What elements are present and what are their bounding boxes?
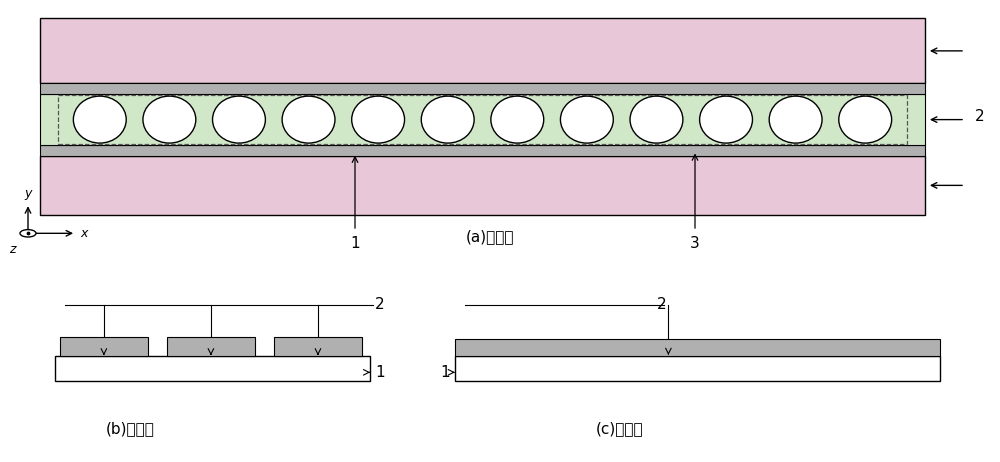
Bar xyxy=(40,83,925,94)
Text: z: z xyxy=(10,243,16,255)
Text: 1: 1 xyxy=(440,365,450,380)
Text: 2: 2 xyxy=(975,109,985,124)
Bar xyxy=(274,337,362,356)
Ellipse shape xyxy=(700,96,752,143)
Bar xyxy=(40,18,925,83)
Bar xyxy=(455,339,940,356)
Text: 2: 2 xyxy=(375,298,385,312)
Ellipse shape xyxy=(769,96,822,143)
Ellipse shape xyxy=(352,96,405,143)
Bar xyxy=(40,145,925,156)
Bar xyxy=(55,356,370,381)
Bar xyxy=(60,337,148,356)
Text: (a)俯视图: (a)俯视图 xyxy=(466,229,514,243)
Ellipse shape xyxy=(839,96,892,143)
Ellipse shape xyxy=(421,96,474,143)
Bar xyxy=(455,356,940,381)
Text: 2: 2 xyxy=(657,298,666,312)
Ellipse shape xyxy=(491,96,544,143)
Text: (b)左视图: (b)左视图 xyxy=(106,422,154,437)
Circle shape xyxy=(20,230,36,237)
Bar xyxy=(58,96,907,144)
Bar xyxy=(40,94,925,145)
Text: x: x xyxy=(80,227,87,240)
Ellipse shape xyxy=(630,96,683,143)
Text: (c)前视图: (c)前视图 xyxy=(596,422,644,437)
Ellipse shape xyxy=(73,96,126,143)
Text: 3: 3 xyxy=(690,236,700,250)
Text: 1: 1 xyxy=(375,365,385,380)
Ellipse shape xyxy=(143,96,196,143)
Ellipse shape xyxy=(282,96,335,143)
Ellipse shape xyxy=(560,96,613,143)
Bar xyxy=(167,337,255,356)
Text: y: y xyxy=(24,187,32,200)
Text: 1: 1 xyxy=(350,236,360,250)
Bar xyxy=(40,156,925,215)
Ellipse shape xyxy=(213,96,265,143)
